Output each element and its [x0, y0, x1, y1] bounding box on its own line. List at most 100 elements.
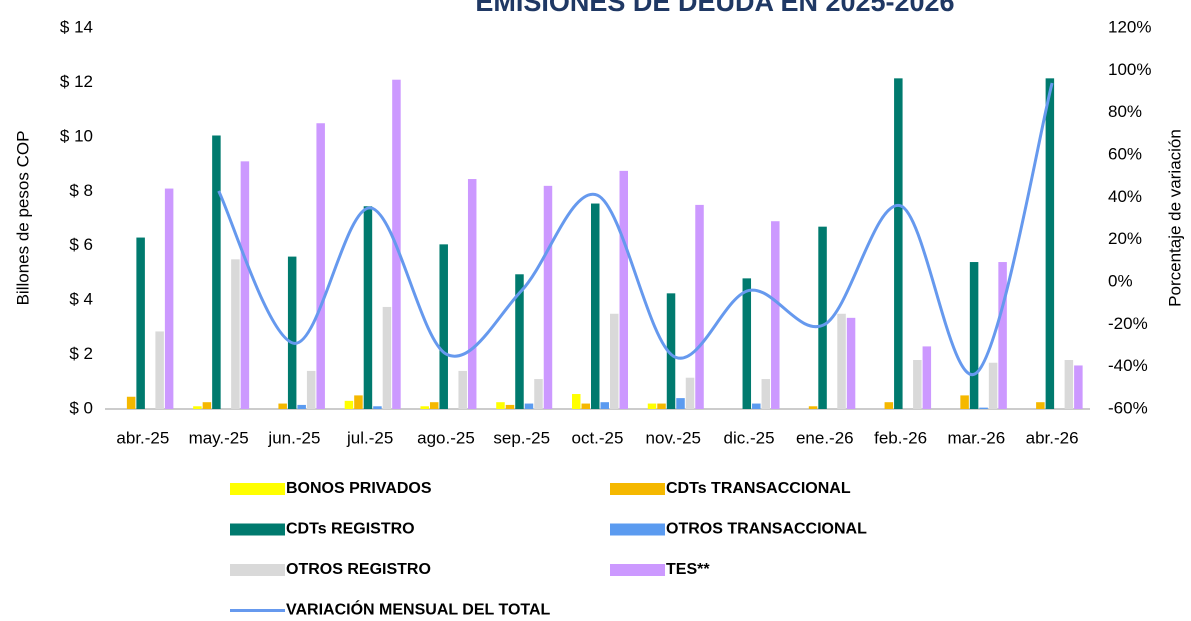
bar	[846, 317, 856, 409]
bar	[657, 403, 666, 409]
x-tick-label: jul.-25	[346, 428, 393, 447]
legend-swatch	[230, 564, 285, 576]
bar	[202, 402, 212, 409]
y2-tick-label: 60%	[1108, 144, 1142, 163]
bar	[695, 204, 704, 409]
y-tick-label: $ 8	[69, 181, 93, 200]
bar	[610, 313, 619, 409]
bar	[420, 406, 429, 409]
y2-tick-label: 0%	[1108, 271, 1133, 290]
bar	[524, 403, 534, 409]
bar	[1064, 360, 1074, 409]
bar	[969, 262, 979, 409]
bar	[591, 203, 600, 409]
y-tick-label: $ 6	[69, 235, 93, 254]
bar	[808, 406, 818, 409]
bar	[515, 274, 524, 409]
y2-axis-label: Porcentaje de variación	[1165, 129, 1184, 307]
x-tick-label: ene.-26	[796, 428, 854, 447]
legend-label: OTROS REGISTRO	[286, 561, 431, 578]
bar	[458, 370, 467, 409]
y2-tick-label: 120%	[1108, 17, 1151, 36]
bar	[894, 78, 903, 409]
legend-swatch	[610, 523, 665, 536]
y2-tick-label: 40%	[1108, 187, 1142, 206]
bar	[439, 244, 448, 409]
bar	[429, 402, 439, 409]
bar	[212, 135, 221, 409]
y2-tick-label: 20%	[1108, 229, 1142, 248]
legend-label: BONOS PRIVADOS	[286, 480, 432, 497]
y2-tick-label: -60%	[1108, 398, 1148, 417]
legend-label: VARIACIÓN MENSUAL DEL TOTAL	[286, 600, 551, 619]
x-tick-label: may.-25	[189, 428, 249, 447]
x-tick-label: abr.-26	[1026, 428, 1079, 447]
bar	[126, 396, 136, 409]
bar	[306, 370, 316, 409]
bar	[960, 395, 969, 409]
bar	[278, 403, 287, 409]
x-tick-label: oct.-25	[572, 428, 624, 447]
bar	[287, 256, 297, 409]
legend-label: CDTs TRANSACCIONAL	[666, 480, 851, 497]
bar	[884, 402, 894, 409]
bar	[297, 404, 306, 409]
y2-tick-label: 80%	[1108, 102, 1142, 121]
bar	[467, 179, 477, 409]
bar	[136, 237, 145, 409]
legend-swatch	[610, 564, 665, 576]
bar	[666, 293, 676, 409]
y-tick-label: $ 2	[69, 344, 93, 363]
bar	[240, 161, 250, 409]
bar	[193, 406, 202, 409]
bar	[363, 206, 373, 409]
y-tick-label: $ 0	[69, 398, 93, 417]
bar	[619, 170, 628, 409]
bar	[354, 395, 363, 409]
legend-label: TES**	[666, 561, 710, 578]
bar	[676, 398, 685, 409]
bar	[344, 400, 354, 409]
bar	[979, 407, 988, 409]
legend-swatch	[230, 483, 285, 495]
y-tick-label: $ 12	[60, 72, 93, 91]
x-tick-label: dic.-25	[724, 428, 775, 447]
y2-tick-label: -20%	[1108, 314, 1148, 333]
bar	[496, 402, 505, 409]
x-tick-label: nov.-25	[646, 428, 701, 447]
bar	[581, 403, 590, 409]
bar	[543, 185, 553, 409]
y2-tick-label: -40%	[1108, 356, 1148, 375]
legend: BONOS PRIVADOS CDTs TRANSACCIONAL CDTs REG…	[230, 480, 867, 619]
legend-label: OTROS TRANSACCIONAL	[666, 521, 867, 538]
y-axis-label: Billones de pesos COP	[13, 131, 32, 306]
x-tick-label: jun.-25	[267, 428, 320, 447]
x-tick-label: feb.-26	[874, 428, 927, 447]
bar	[837, 313, 846, 409]
bar	[818, 226, 827, 409]
bar	[505, 404, 515, 409]
bar	[316, 123, 325, 409]
bar	[1036, 402, 1045, 409]
bar	[998, 262, 1007, 409]
bar	[231, 259, 240, 409]
x-tick-label: mar.-26	[948, 428, 1006, 447]
bar	[913, 360, 922, 409]
bar	[382, 306, 392, 409]
bar	[742, 278, 752, 409]
bar	[600, 402, 609, 409]
bar	[771, 221, 780, 409]
x-tick-label: ago.-25	[417, 428, 475, 447]
chart-title: EMISIONES DE DEUDA EN 2025-2026	[475, 0, 954, 17]
bar	[373, 406, 382, 409]
bar	[572, 394, 581, 409]
bar	[647, 403, 657, 409]
bar	[1045, 78, 1055, 409]
bar	[761, 379, 771, 409]
bar	[988, 362, 998, 409]
y-tick-label: $ 10	[60, 126, 93, 145]
bar	[922, 346, 932, 409]
bar	[534, 379, 543, 409]
line	[217, 82, 1054, 377]
